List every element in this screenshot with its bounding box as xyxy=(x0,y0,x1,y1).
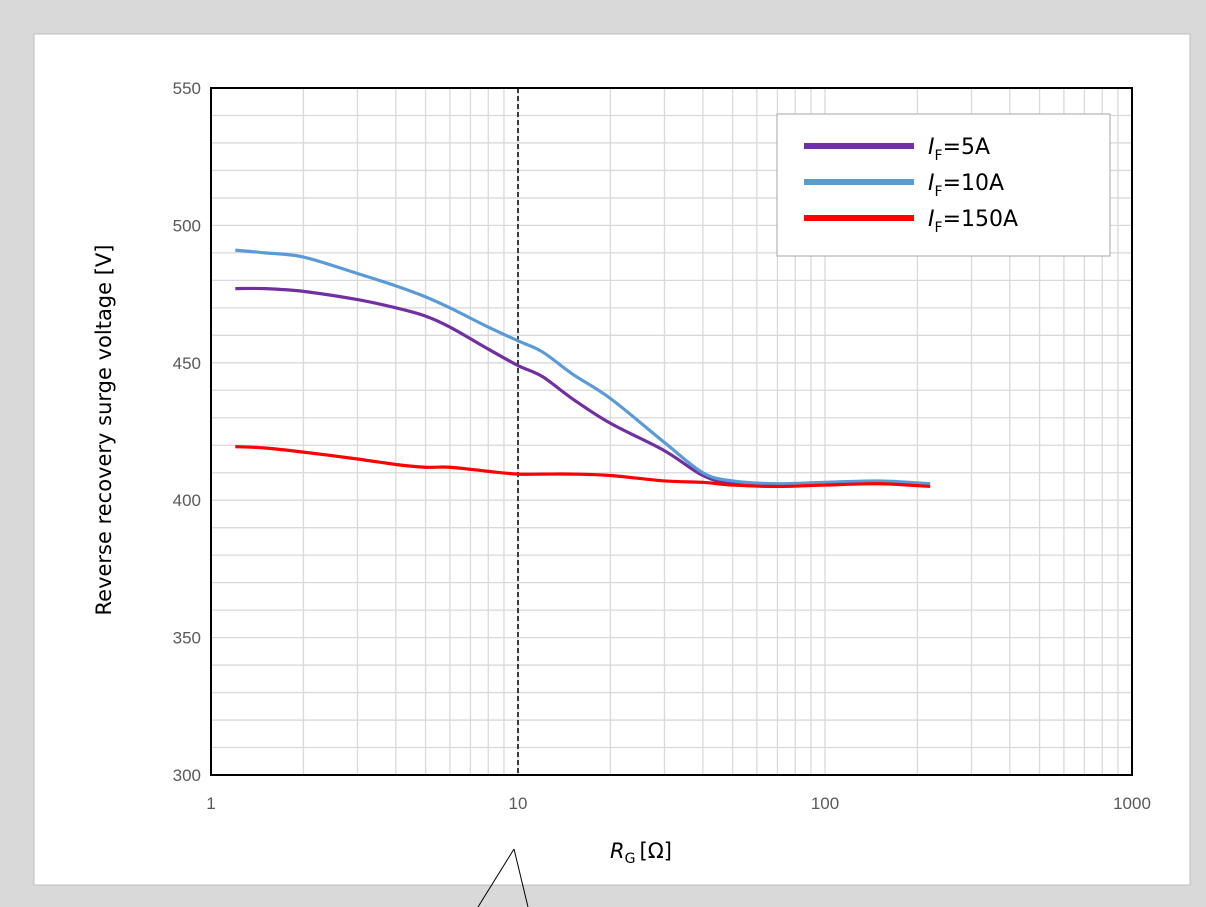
callout-pointer xyxy=(477,848,529,907)
y-tick-label: 300 xyxy=(173,766,201,785)
y-axis-title: Reverse recovery surge voltage [V] xyxy=(92,245,116,616)
legend-label-2: IF=150A xyxy=(928,207,1018,236)
series-line-2 xyxy=(235,445,931,489)
y-tick-label: 500 xyxy=(173,216,201,235)
plot-frame xyxy=(210,87,1133,776)
y-tick-label: 450 xyxy=(173,354,201,373)
x-axis-title-sub: G xyxy=(625,851,636,867)
series-lines xyxy=(235,248,931,489)
series-line-1 xyxy=(235,248,931,486)
legend: IF=5A IF=10A IF=150A xyxy=(776,113,1111,257)
legend-label-0: IF=5A xyxy=(928,135,990,164)
legend-label-1: IF=10A xyxy=(928,171,1004,200)
x-tick-label: 10 xyxy=(509,794,528,813)
x-axis-title-unit: [Ω] xyxy=(640,839,672,863)
y-tick-label: 350 xyxy=(173,629,201,648)
y-tick-label: 400 xyxy=(173,491,201,510)
y-tick-label: 550 xyxy=(173,79,201,98)
x-tick-label: 100 xyxy=(811,794,839,813)
x-tick-label: 1 xyxy=(206,794,215,813)
x-tick-label: 1000 xyxy=(1113,794,1151,813)
x-axis-title: RG [Ω] xyxy=(610,839,672,867)
tick-labels: 300 350 400 450 500 550 1 10 100 1000 xyxy=(173,79,1151,813)
x-axis-title-main: R xyxy=(610,839,625,863)
